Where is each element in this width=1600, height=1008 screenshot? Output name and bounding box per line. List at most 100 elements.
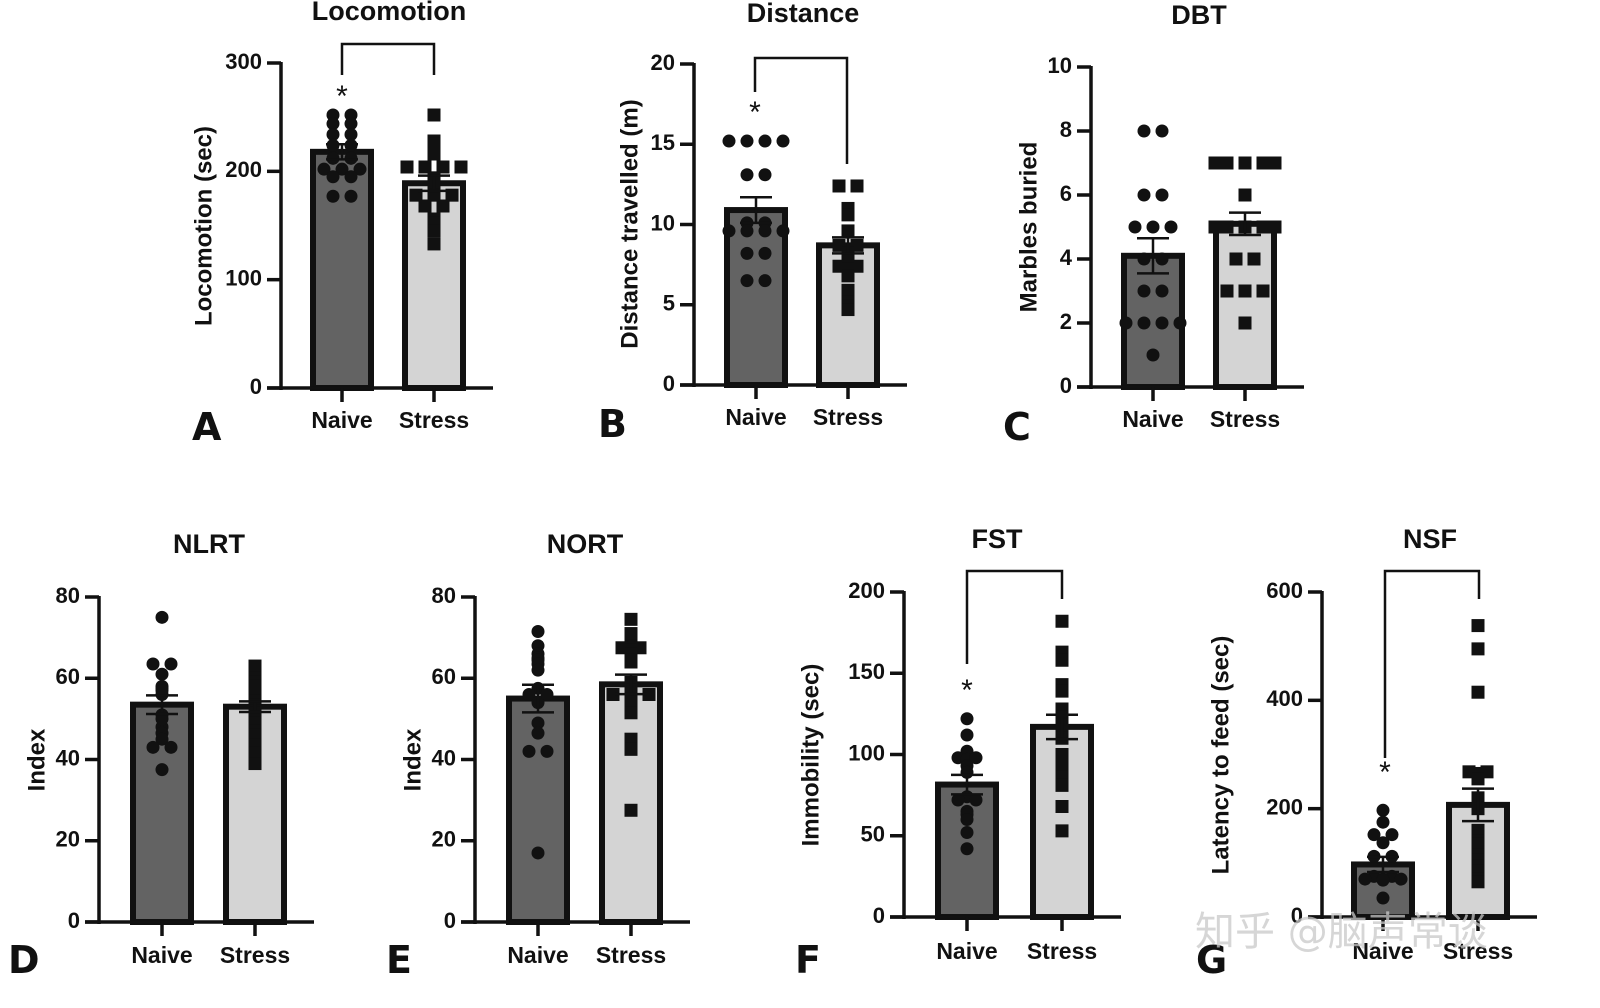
y-tick-label: 200 (1266, 794, 1303, 819)
watermark: 知乎 @脑声常谈 (1195, 909, 1488, 955)
data-point (1238, 188, 1252, 202)
y-axis-label: Immobility (sec) (797, 664, 824, 847)
data-point (841, 303, 855, 317)
y-axis-label: Index (399, 728, 426, 791)
y-axis-label: Latency to feed (sec) (1207, 636, 1234, 875)
data-point (1155, 252, 1169, 266)
x-tick-label: Naive (131, 942, 192, 968)
chart-title: NSF (1403, 524, 1457, 554)
data-point (776, 134, 790, 148)
data-point (1471, 823, 1485, 837)
data-point (758, 168, 772, 182)
bar-stress (1213, 220, 1277, 390)
data-point (146, 740, 160, 754)
panel-c: DBT Marbles buried C 0 2 4 6 8 10 Naive Stress (1003, 0, 1304, 449)
data-point (540, 688, 554, 701)
chart-title: Locomotion (312, 0, 466, 26)
x-tick-label: Stress (596, 942, 666, 968)
data-point (1256, 220, 1270, 234)
data-point (740, 134, 754, 148)
panel-label: F (795, 938, 821, 982)
y-tick-label: 20 (432, 827, 456, 852)
data-point (531, 716, 545, 730)
bar-naive (1121, 252, 1185, 390)
panel-label: A (192, 405, 222, 449)
data-point (758, 246, 772, 260)
data-point (326, 117, 340, 131)
data-point (1367, 828, 1381, 842)
data-point (531, 625, 545, 639)
y-tick-label: 80 (432, 583, 456, 608)
data-point (1055, 748, 1069, 761)
panel-f: FST Immobility (sec) F 0 50 100 150 200 Naive Str… (795, 524, 1121, 982)
data-point (1208, 220, 1222, 234)
data-point (1119, 316, 1133, 330)
data-point (1471, 685, 1485, 699)
data-point (1155, 284, 1169, 298)
data-point (326, 170, 340, 184)
bar-stress (599, 681, 663, 925)
data-point (1220, 220, 1234, 234)
data-point (155, 712, 169, 726)
data-point (418, 199, 432, 213)
x-tick-label: Naive (725, 404, 786, 430)
data-point (1055, 800, 1069, 813)
data-point (624, 612, 638, 626)
x-tick-label: Stress (1443, 938, 1513, 964)
y-tick-label: 15 (651, 130, 675, 155)
data-point (722, 134, 736, 148)
data-point (1146, 348, 1160, 362)
data-point (841, 283, 855, 297)
data-point (1155, 188, 1169, 202)
chart-title: NORT (547, 529, 624, 559)
data-point (1358, 872, 1372, 886)
data-point (722, 224, 736, 238)
data-point (841, 208, 855, 222)
data-point (1055, 778, 1069, 792)
y-tick-label: 50 (861, 822, 885, 847)
data-point (1155, 316, 1169, 330)
data-point (960, 712, 974, 726)
data-point (624, 742, 638, 756)
y-tick-label: 600 (1266, 578, 1303, 603)
data-point (776, 224, 790, 238)
panel-label: B (598, 402, 627, 446)
y-tick-label: 80 (56, 583, 80, 608)
data-point (1164, 220, 1178, 234)
data-point (326, 128, 340, 141)
data-point (427, 237, 441, 251)
chart-title: Distance (747, 0, 860, 28)
y-tick-label: 0 (250, 374, 262, 399)
data-point (1268, 156, 1282, 170)
y-tick-label: 0 (1291, 903, 1303, 928)
data-point (1229, 252, 1243, 266)
y-tick-label: 5 (663, 291, 675, 316)
data-point (248, 679, 262, 693)
data-point (1055, 653, 1069, 667)
panel-a: Locomotion Locomotion (sec) A 0 100 200 300 Nai… (190, 0, 493, 449)
x-tick-label: Naive (1122, 406, 1183, 432)
y-tick-label: 300 (225, 49, 262, 74)
data-point (531, 726, 545, 740)
data-point (624, 627, 638, 641)
y-tick-label: 10 (1048, 53, 1072, 78)
data-point (740, 274, 754, 288)
data-point (427, 224, 441, 238)
data-point (1146, 220, 1160, 234)
y-tick-label: 4 (1060, 245, 1073, 270)
data-point (740, 246, 754, 260)
data-point (248, 728, 262, 742)
data-point (248, 757, 262, 771)
bar-naive (724, 207, 788, 388)
data-point (1376, 836, 1390, 850)
data-point (1471, 772, 1485, 786)
data-point (624, 803, 638, 817)
y-tick-label: 0 (444, 908, 456, 933)
data-point (1220, 284, 1234, 298)
data-point (1471, 642, 1485, 656)
panel-b: Distance Distance travelled (m) B 0 5 10 15 20 N… (598, 0, 907, 446)
data-point (740, 224, 754, 238)
data-point (1238, 316, 1252, 330)
y-tick-label: 100 (225, 265, 262, 290)
data-point (1376, 873, 1390, 887)
